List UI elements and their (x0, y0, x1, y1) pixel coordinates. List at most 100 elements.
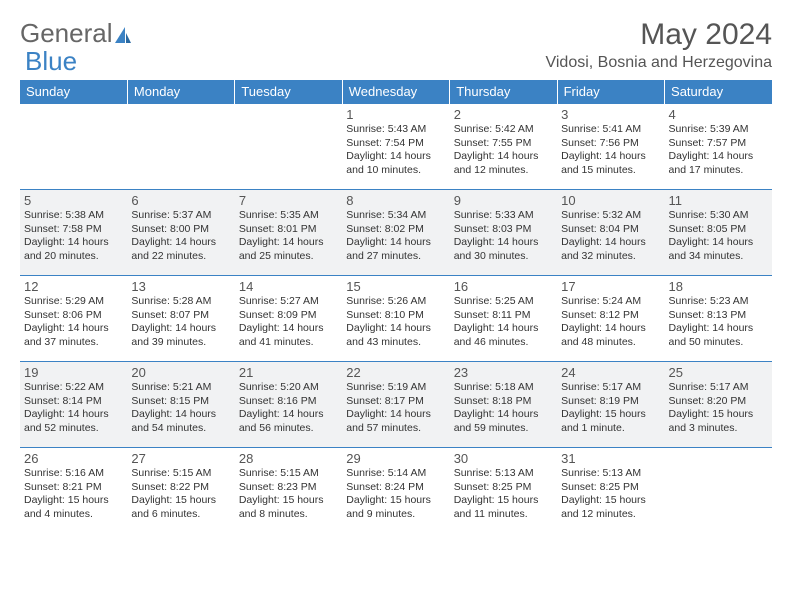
info-line: Daylight: 14 hours (669, 236, 768, 250)
info-line: and 34 minutes. (669, 250, 768, 264)
day-number: 26 (24, 451, 123, 466)
day-number: 14 (239, 279, 338, 294)
info-line: Sunrise: 5:13 AM (454, 467, 553, 481)
info-line: and 3 minutes. (669, 422, 768, 436)
info-line: Sunrise: 5:15 AM (131, 467, 230, 481)
day-number: 10 (561, 193, 660, 208)
day-number: 25 (669, 365, 768, 380)
day-info: Sunrise: 5:32 AMSunset: 8:04 PMDaylight:… (561, 209, 660, 264)
info-line: Sunrise: 5:17 AM (561, 381, 660, 395)
day-info: Sunrise: 5:43 AMSunset: 7:54 PMDaylight:… (346, 123, 445, 178)
info-line: Sunrise: 5:32 AM (561, 209, 660, 223)
info-line: Sunrise: 5:14 AM (346, 467, 445, 481)
day-info: Sunrise: 5:38 AMSunset: 7:58 PMDaylight:… (24, 209, 123, 264)
day-header: Wednesday (342, 80, 449, 104)
calendar-day: 1Sunrise: 5:43 AMSunset: 7:54 PMDaylight… (342, 104, 449, 190)
day-info: Sunrise: 5:15 AMSunset: 8:23 PMDaylight:… (239, 467, 338, 522)
info-line: and 27 minutes. (346, 250, 445, 264)
calendar-week: 19Sunrise: 5:22 AMSunset: 8:14 PMDayligh… (20, 362, 772, 448)
info-line: Sunset: 8:19 PM (561, 395, 660, 409)
info-line: and 12 minutes. (561, 508, 660, 522)
info-line: Daylight: 15 hours (669, 408, 768, 422)
info-line: Daylight: 14 hours (131, 322, 230, 336)
info-line: Daylight: 14 hours (131, 408, 230, 422)
day-info: Sunrise: 5:39 AMSunset: 7:57 PMDaylight:… (669, 123, 768, 178)
info-line: Sunset: 7:58 PM (24, 223, 123, 237)
info-line: Sunrise: 5:33 AM (454, 209, 553, 223)
day-info: Sunrise: 5:17 AMSunset: 8:20 PMDaylight:… (669, 381, 768, 436)
calendar-day: 23Sunrise: 5:18 AMSunset: 8:18 PMDayligh… (450, 362, 557, 448)
calendar-day: 27Sunrise: 5:15 AMSunset: 8:22 PMDayligh… (127, 448, 234, 534)
calendar-day: 17Sunrise: 5:24 AMSunset: 8:12 PMDayligh… (557, 276, 664, 362)
info-line: Sunset: 8:18 PM (454, 395, 553, 409)
day-number: 15 (346, 279, 445, 294)
info-line: and 9 minutes. (346, 508, 445, 522)
info-line: Sunrise: 5:18 AM (454, 381, 553, 395)
calendar-day: 16Sunrise: 5:25 AMSunset: 8:11 PMDayligh… (450, 276, 557, 362)
day-info: Sunrise: 5:13 AMSunset: 8:25 PMDaylight:… (454, 467, 553, 522)
calendar-day: 9Sunrise: 5:33 AMSunset: 8:03 PMDaylight… (450, 190, 557, 276)
calendar-day: 10Sunrise: 5:32 AMSunset: 8:04 PMDayligh… (557, 190, 664, 276)
info-line: Sunrise: 5:34 AM (346, 209, 445, 223)
day-info: Sunrise: 5:41 AMSunset: 7:56 PMDaylight:… (561, 123, 660, 178)
day-info: Sunrise: 5:27 AMSunset: 8:09 PMDaylight:… (239, 295, 338, 350)
day-info: Sunrise: 5:19 AMSunset: 8:17 PMDaylight:… (346, 381, 445, 436)
info-line: Sunrise: 5:20 AM (239, 381, 338, 395)
info-line: and 41 minutes. (239, 336, 338, 350)
day-header: Friday (557, 80, 664, 104)
info-line: Sunset: 8:13 PM (669, 309, 768, 323)
info-line: Daylight: 15 hours (24, 494, 123, 508)
day-number: 24 (561, 365, 660, 380)
day-info: Sunrise: 5:13 AMSunset: 8:25 PMDaylight:… (561, 467, 660, 522)
day-header: Monday (127, 80, 234, 104)
location: Vidosi, Bosnia and Herzegovina (545, 54, 772, 72)
calendar-day: 29Sunrise: 5:14 AMSunset: 8:24 PMDayligh… (342, 448, 449, 534)
calendar-day: 30Sunrise: 5:13 AMSunset: 8:25 PMDayligh… (450, 448, 557, 534)
info-line: Sunset: 8:12 PM (561, 309, 660, 323)
calendar-day: 7Sunrise: 5:35 AMSunset: 8:01 PMDaylight… (235, 190, 342, 276)
day-info: Sunrise: 5:18 AMSunset: 8:18 PMDaylight:… (454, 381, 553, 436)
day-number: 30 (454, 451, 553, 466)
day-number: 12 (24, 279, 123, 294)
info-line: Daylight: 14 hours (239, 236, 338, 250)
info-line: Sunset: 8:06 PM (24, 309, 123, 323)
info-line: and 39 minutes. (131, 336, 230, 350)
calendar-day: 26Sunrise: 5:16 AMSunset: 8:21 PMDayligh… (20, 448, 127, 534)
day-number: 1 (346, 107, 445, 122)
info-line: and 8 minutes. (239, 508, 338, 522)
info-line: and 57 minutes. (346, 422, 445, 436)
info-line: Sunset: 7:54 PM (346, 137, 445, 151)
day-number: 4 (669, 107, 768, 122)
info-line: Daylight: 14 hours (24, 322, 123, 336)
info-line: Sunrise: 5:39 AM (669, 123, 768, 137)
info-line: Sunset: 8:21 PM (24, 481, 123, 495)
info-line: Sunrise: 5:24 AM (561, 295, 660, 309)
info-line: and 22 minutes. (131, 250, 230, 264)
calendar-day: 6Sunrise: 5:37 AMSunset: 8:00 PMDaylight… (127, 190, 234, 276)
info-line: Daylight: 15 hours (561, 408, 660, 422)
info-line: Sunset: 8:05 PM (669, 223, 768, 237)
info-line: Sunrise: 5:17 AM (669, 381, 768, 395)
day-number: 7 (239, 193, 338, 208)
day-number: 27 (131, 451, 230, 466)
info-line: Daylight: 14 hours (239, 322, 338, 336)
calendar-day: 13Sunrise: 5:28 AMSunset: 8:07 PMDayligh… (127, 276, 234, 362)
info-line: Sunset: 8:15 PM (131, 395, 230, 409)
day-number: 17 (561, 279, 660, 294)
info-line: Daylight: 14 hours (346, 150, 445, 164)
info-line: Sunset: 8:09 PM (239, 309, 338, 323)
day-info: Sunrise: 5:22 AMSunset: 8:14 PMDaylight:… (24, 381, 123, 436)
day-info: Sunrise: 5:30 AMSunset: 8:05 PMDaylight:… (669, 209, 768, 264)
calendar-week: 1Sunrise: 5:43 AMSunset: 7:54 PMDaylight… (20, 104, 772, 190)
calendar-day: 19Sunrise: 5:22 AMSunset: 8:14 PMDayligh… (20, 362, 127, 448)
info-line: and 25 minutes. (239, 250, 338, 264)
info-line: Sunset: 8:04 PM (561, 223, 660, 237)
day-number: 29 (346, 451, 445, 466)
info-line: Daylight: 15 hours (131, 494, 230, 508)
info-line: and 52 minutes. (24, 422, 123, 436)
calendar-day: 3Sunrise: 5:41 AMSunset: 7:56 PMDaylight… (557, 104, 664, 190)
calendar-day: 24Sunrise: 5:17 AMSunset: 8:19 PMDayligh… (557, 362, 664, 448)
info-line: Sunrise: 5:23 AM (669, 295, 768, 309)
calendar-empty (235, 104, 342, 190)
calendar-day: 18Sunrise: 5:23 AMSunset: 8:13 PMDayligh… (665, 276, 772, 362)
